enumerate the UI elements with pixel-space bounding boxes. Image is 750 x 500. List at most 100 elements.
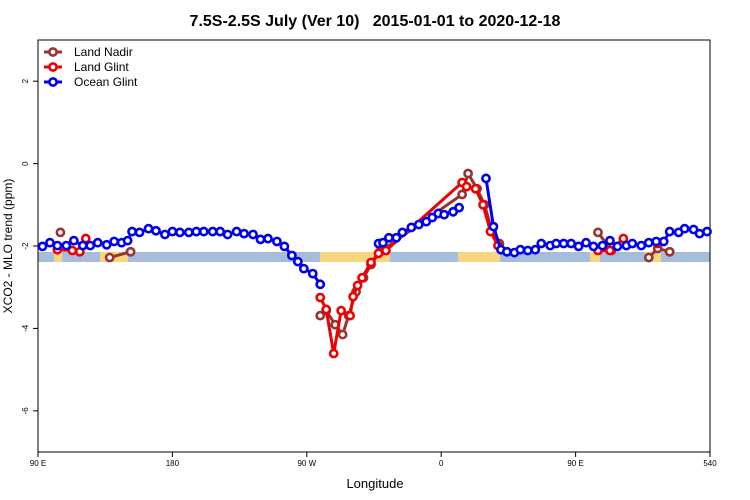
point [286,250,297,261]
point [272,236,282,247]
point [122,235,133,246]
point [255,234,266,245]
point [573,241,584,252]
point [481,173,491,184]
point [68,235,79,246]
chart-title: 7.5S-2.5S July (Ver 10) 2015-01-01 to 20… [190,13,561,30]
point [37,241,48,252]
point [315,292,326,303]
point [463,168,473,179]
legend-label: Land Nadir [74,45,133,59]
point [470,183,481,194]
point [352,280,363,291]
point [581,237,591,248]
point [45,237,55,248]
point [248,229,258,240]
point [183,227,194,238]
point [384,232,394,243]
point [125,246,136,257]
point [336,305,347,316]
point [612,241,623,252]
point [605,245,615,256]
point [413,219,424,230]
point [439,209,450,220]
point [101,239,112,250]
land-band [320,252,390,262]
x-tick-label: 540 [703,459,717,468]
point [391,232,402,243]
point [151,225,161,236]
point [321,304,332,315]
point [658,236,669,247]
point [488,221,499,232]
point [551,238,562,249]
point [357,272,367,283]
point [381,245,391,256]
point [593,227,603,238]
point [478,199,488,210]
point [643,237,654,248]
point [454,202,465,213]
y-tick-label: 0 [21,161,30,166]
legend-label: Land Glint [74,60,129,74]
point [134,227,145,238]
point [127,226,137,237]
point [298,263,309,274]
point [664,246,675,257]
point [315,310,326,321]
point [627,238,638,249]
land-band [458,252,500,262]
point [702,226,712,237]
legend-marker [48,77,58,87]
point [292,256,303,267]
point [502,246,512,257]
point [222,229,233,240]
point [198,226,209,237]
x-tick-label: 180 [166,459,180,468]
point [366,257,376,268]
legend-marker [48,47,58,57]
point [307,268,318,279]
point [651,236,662,247]
point [406,222,417,233]
x-tick-label: 0 [439,459,444,468]
point [231,226,242,237]
point [597,240,608,251]
point [679,223,690,234]
point [348,291,358,302]
point [664,226,675,237]
point [694,228,705,239]
point [160,229,170,240]
point [536,238,547,249]
x-tick-label: 90 E [30,459,46,468]
point [77,240,88,251]
land-band [54,252,62,262]
point [174,227,185,238]
point [566,238,577,249]
y-axis-label: XCO2 - MLO trend (ppm) [1,179,15,314]
point [191,226,202,237]
point [215,226,226,237]
point [515,244,526,255]
point [337,329,348,340]
point [328,348,339,359]
legend-marker [48,62,58,72]
x-tick-label: 90 E [567,459,583,468]
point [263,233,273,244]
point [636,240,647,251]
point [345,310,356,321]
point [605,235,615,246]
y-tick-label: -6 [21,407,30,415]
point [522,245,533,256]
point [52,240,63,251]
point [207,226,218,237]
series-line [57,183,657,354]
point [104,252,115,263]
point [315,279,326,290]
point [461,181,472,192]
point [373,248,384,259]
point [239,228,249,239]
point [378,237,388,248]
point [558,238,569,249]
